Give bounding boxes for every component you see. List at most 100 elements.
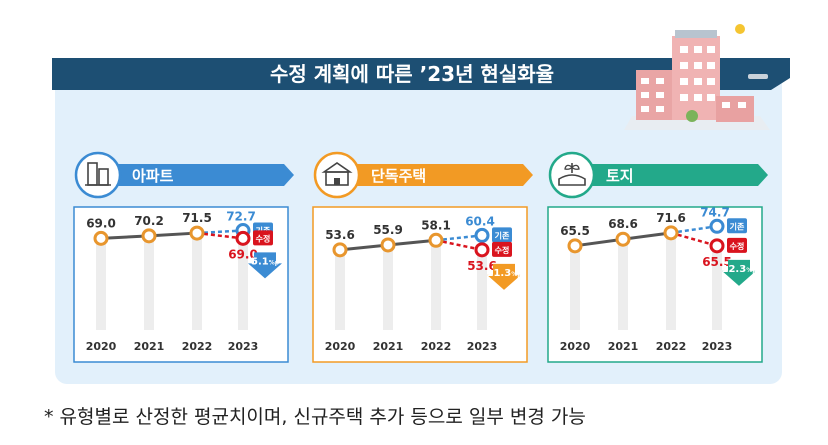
decrease-arrow-icon [487, 263, 521, 290]
icon-part [564, 164, 580, 170]
data-point [189, 225, 205, 241]
value-bar [477, 249, 487, 330]
decrease-arrow-icon [722, 259, 756, 286]
value-bar [431, 240, 441, 330]
icon-part [334, 178, 340, 185]
data-label: 71.6 [656, 211, 686, 225]
revised-tag-badge [727, 237, 747, 253]
icon-part [558, 174, 586, 186]
revised-projection-line [670, 231, 718, 248]
x-tick-label: 2023 [702, 340, 733, 353]
existing-2023-point [709, 218, 725, 234]
revised-2023-label: 69.0 [228, 247, 258, 261]
data-label: 65.5 [560, 224, 590, 238]
data-point [332, 242, 348, 258]
value-bar [96, 238, 106, 330]
value-bar [144, 235, 154, 330]
value-bar [712, 245, 722, 330]
decrease-label: 12.3%p [722, 264, 758, 275]
x-tick-label: 2023 [228, 340, 259, 353]
existing-tag-badge [727, 218, 747, 234]
existing-projection-line [196, 229, 244, 235]
data-label: 70.2 [134, 214, 164, 228]
decrease-label: 5.1%p [251, 256, 280, 267]
data-point [380, 237, 396, 253]
data-label: 69.0 [86, 216, 116, 230]
category-header-band [333, 164, 533, 186]
category-header-band [94, 164, 294, 186]
revised-2023-label: 65.5 [702, 255, 732, 269]
data-point [567, 238, 583, 254]
value-bar [238, 238, 248, 330]
value-bar [383, 244, 393, 330]
existing-2023-label: 74.7 [700, 205, 730, 219]
revised-tag-badge [492, 241, 512, 257]
data-point [428, 232, 444, 248]
data-point [615, 231, 631, 247]
data-label: 58.1 [421, 218, 451, 232]
building-illustration-icon [624, 24, 770, 130]
revised-projection-line [196, 231, 244, 240]
revised-projection-line [435, 239, 483, 252]
x-tick-label: 2021 [134, 340, 165, 353]
revised-tag-text: 수정 [256, 233, 271, 243]
x-tick-label: 2022 [656, 340, 687, 353]
existing-2023-label: 72.7 [226, 210, 256, 224]
category-icon-badge [313, 151, 361, 199]
revised-tag-text: 수정 [495, 245, 510, 255]
data-label: 55.9 [373, 223, 403, 237]
value-bar [570, 245, 580, 330]
decrease-arrow-icon [248, 252, 282, 279]
decrease-unit: %p [746, 267, 757, 274]
data-label: 71.5 [182, 211, 212, 225]
x-tick-label: 2021 [608, 340, 639, 353]
existing-2023-label: 60.4 [465, 214, 495, 228]
x-tick-label: 2023 [467, 340, 498, 353]
chart-panel-1: 아파트69.070.271.572.7기존69.0수정5.1%p20202021… [73, 151, 294, 363]
value-bar [618, 239, 628, 330]
footnote: * 유형별로 산정한 평균치이며, 신규주택 추가 등으로 일부 변경 가능 [44, 406, 586, 428]
apartment-icon [85, 162, 111, 186]
x-tick-label: 2020 [560, 340, 591, 353]
revised-2023-point [709, 238, 725, 254]
existing-2023-point [474, 227, 490, 243]
revised-tag-badge [253, 230, 273, 246]
chart-panel-3: 토지 65.5 68.6 71.6 74.7기존 65.5 수정 12.3%p 2020 2021… [547, 151, 768, 363]
existing-tag-text: 기존 [730, 221, 745, 231]
decrease-unit: %p [269, 259, 280, 266]
data-point [93, 230, 109, 246]
data-point [663, 225, 679, 241]
x-tick-label: 2020 [86, 340, 117, 353]
revised-2023-label: 53.6 [467, 259, 497, 273]
existing-tag-badge [492, 227, 512, 243]
x-tick-label: 2022 [182, 340, 213, 353]
existing-projection-line [435, 234, 483, 242]
category-label: 아파트 [132, 167, 174, 185]
category-icon-badge [74, 151, 122, 199]
x-tick-label: 2022 [421, 340, 452, 353]
data-point [141, 228, 157, 244]
category-label: 단독주택 [371, 167, 426, 185]
title-band [52, 58, 790, 90]
chart-box [312, 206, 528, 363]
revised-2023-point [474, 242, 490, 258]
land-icon [558, 163, 586, 186]
decrease-label: 11.3%p [487, 268, 523, 279]
existing-tag-text: 기존 [495, 230, 510, 240]
chart-box [547, 206, 763, 363]
data-label: 68.6 [608, 217, 638, 231]
existing-projection-line [670, 225, 718, 235]
x-tick-label: 2020 [325, 340, 356, 353]
category-header-band [568, 164, 768, 186]
value-bar [192, 233, 202, 330]
data-label: 53.6 [325, 228, 355, 242]
decrease-unit: %p [511, 271, 522, 278]
chart-title: 수정 계획에 따른 ’23년 현실화율 [270, 62, 554, 86]
house-icon [321, 162, 353, 186]
category-label: 토지 [606, 167, 634, 185]
chart-panel-2: 단독주택 53.6 55.9 58.1 60.4기존 53.6 수정 11.3%p 2020 20… [312, 151, 533, 363]
revised-tag-text: 수정 [730, 241, 745, 251]
revised-2023-point [235, 230, 251, 246]
value-bar [335, 249, 345, 330]
